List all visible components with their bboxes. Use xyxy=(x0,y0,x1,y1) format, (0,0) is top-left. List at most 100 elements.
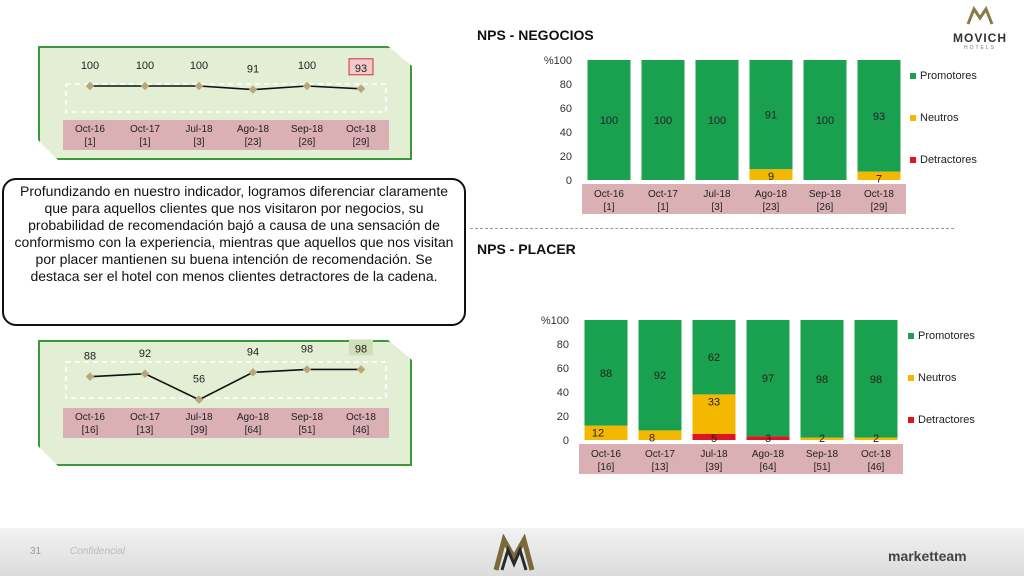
x-count-label: [64] xyxy=(760,462,777,473)
legend-label: Promotores xyxy=(920,70,977,82)
bar-promotores xyxy=(800,320,844,438)
y-tick-label: 0 xyxy=(563,435,569,447)
bar-value-label: 2 xyxy=(873,433,879,445)
trend-category-label: Oct-16 xyxy=(75,412,105,423)
trend-point xyxy=(194,395,204,404)
x-tick-label: Jul-18 xyxy=(703,189,731,200)
bar-neutros xyxy=(692,394,736,434)
x-count-label: [51] xyxy=(814,462,831,473)
legend-swatch-detractores xyxy=(908,417,914,423)
trend-value-label: 100 xyxy=(136,60,154,72)
trend-panel-placer xyxy=(38,340,412,466)
y-tick-label: 60 xyxy=(560,103,572,115)
bar-value-label: 2 xyxy=(819,433,825,445)
y-tick-label: 40 xyxy=(557,387,569,399)
x-count-label: [23] xyxy=(763,202,780,213)
trend-count-label: [23] xyxy=(245,137,262,148)
brand-name: MOVICH xyxy=(953,31,1007,45)
confidential-label: Confidencial xyxy=(70,546,126,557)
bar-promotores xyxy=(641,60,685,180)
movich-footer-logo-icon xyxy=(493,534,535,571)
x-tick-label: Oct-16 xyxy=(594,189,624,200)
trend-point xyxy=(140,81,150,91)
bar-promotores xyxy=(587,60,631,180)
bar-value-label: 100 xyxy=(654,115,672,127)
x-tick-label: Oct-18 xyxy=(861,449,891,460)
bar-value-label: 7 xyxy=(876,174,882,186)
y-tick-label: 60 xyxy=(557,363,569,375)
trend-category-label: Jul-18 xyxy=(185,124,213,135)
legend-label: Detractores xyxy=(918,414,975,426)
legend-swatch-neutros xyxy=(908,375,914,381)
trend-count-label: [39] xyxy=(191,425,208,436)
trend-value-label: 94 xyxy=(247,346,259,358)
trend-count-label: [51] xyxy=(299,425,316,436)
trend-value-label: 92 xyxy=(139,348,151,360)
bar-detractores xyxy=(746,436,790,440)
trend-point xyxy=(248,85,258,94)
bar-promotores xyxy=(857,60,901,172)
bar-value-label: 100 xyxy=(600,115,618,127)
bar-value-label: 91 xyxy=(765,110,777,122)
x-count-label: [46] xyxy=(868,462,885,473)
y-tick-label: 0 xyxy=(566,175,572,187)
trend-category-band-0 xyxy=(63,120,389,150)
legend-label: Detractores xyxy=(920,154,977,166)
bar-value-label: 3 xyxy=(765,433,771,445)
trend-category-label: Ago-18 xyxy=(237,124,270,135)
bar-neutros xyxy=(638,430,682,440)
trend-category-label: Sep-18 xyxy=(291,412,324,423)
bar-value-label: 93 xyxy=(873,111,885,123)
bar-value-label: 92 xyxy=(654,370,666,382)
trend-value-label: 100 xyxy=(81,60,99,72)
legend-swatch-promotores xyxy=(910,73,916,79)
trend-point xyxy=(356,365,366,374)
trend-highlight-box xyxy=(349,339,373,356)
bar-neutros xyxy=(584,425,628,440)
x-count-label: [39] xyxy=(706,462,723,473)
x-count-label: [26] xyxy=(817,202,834,213)
bar-value-label: 62 xyxy=(708,352,720,364)
trend-value-label: 56 xyxy=(193,374,205,386)
bar-value-label: 33 xyxy=(708,396,720,408)
trend-line-1 xyxy=(89,368,361,401)
trend-category-label: Oct-16 xyxy=(75,124,105,135)
trend-count-label: [26] xyxy=(299,137,316,148)
trend-category-label: Oct-18 xyxy=(346,412,376,423)
x-tick-label: Ago-18 xyxy=(752,449,785,460)
trend-point xyxy=(85,372,95,381)
bar-promotores xyxy=(803,60,847,180)
trend-count-label: [1] xyxy=(84,137,95,148)
brand-sub: HOTELS xyxy=(963,45,996,51)
trend-value-label: 98 xyxy=(301,343,313,355)
y-tick-label: 80 xyxy=(560,79,572,91)
trend-category-label: Oct-18 xyxy=(346,124,376,135)
bar-value-label: 5 xyxy=(711,433,717,445)
trend-count-label: [13] xyxy=(137,425,154,436)
trend-category-label: Oct-17 xyxy=(130,412,160,423)
trend-category-label: Sep-18 xyxy=(291,124,324,135)
trend-highlight-box xyxy=(348,58,374,76)
bar-value-label: 8 xyxy=(649,432,655,444)
y-tick-label: 40 xyxy=(560,127,572,139)
y-tick-label: 20 xyxy=(557,411,569,423)
bar-promotores xyxy=(638,320,682,431)
x-count-label: [16] xyxy=(598,462,615,473)
x-count-label: [13] xyxy=(652,462,669,473)
trend-category-band-1 xyxy=(63,408,389,438)
x-tick-label: Oct-17 xyxy=(648,189,678,200)
trend-count-label: [1] xyxy=(139,137,150,148)
trend-value-label: 100 xyxy=(190,60,208,72)
x-count-label: [3] xyxy=(711,202,722,213)
trend-value-label: 91 xyxy=(247,64,259,76)
page-number: 31 xyxy=(30,546,42,557)
y-tick-label: 20 xyxy=(560,151,572,163)
trend-count-label: [64] xyxy=(245,425,262,436)
section-divider xyxy=(470,228,954,229)
trend-point xyxy=(356,84,366,94)
movich-logo: MOVICH HOTELS xyxy=(940,5,1020,51)
y-tick-label: %100 xyxy=(544,55,572,67)
bar-promotores xyxy=(584,320,628,426)
bar-value-label: 100 xyxy=(816,115,834,127)
trend-value-label: 100 xyxy=(298,60,316,72)
